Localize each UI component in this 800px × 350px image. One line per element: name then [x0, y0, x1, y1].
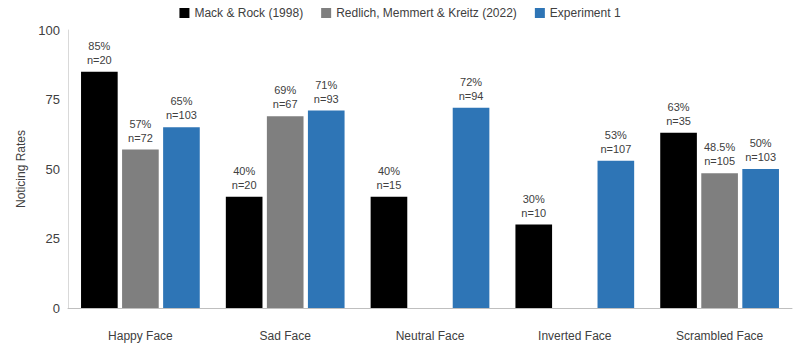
- svg-text:25: 25: [46, 231, 60, 246]
- svg-text:n=93: n=93: [314, 93, 339, 105]
- svg-text:n=105: n=105: [704, 155, 735, 167]
- svg-text:50: 50: [46, 162, 60, 177]
- svg-text:n=35: n=35: [666, 115, 691, 127]
- svg-text:100: 100: [38, 23, 60, 38]
- svg-text:n=15: n=15: [377, 179, 402, 191]
- svg-text:30%: 30%: [523, 193, 545, 205]
- svg-text:40%: 40%: [378, 165, 400, 177]
- svg-text:n=20: n=20: [87, 54, 112, 66]
- svg-text:Sad Face: Sad Face: [260, 329, 312, 343]
- svg-text:Experiment 1: Experiment 1: [550, 6, 621, 20]
- svg-text:72%: 72%: [460, 76, 482, 88]
- svg-text:n=10: n=10: [521, 207, 546, 219]
- svg-text:n=103: n=103: [745, 151, 776, 163]
- svg-text:Happy Face: Happy Face: [108, 329, 173, 343]
- svg-text:n=67: n=67: [273, 98, 298, 110]
- svg-text:n=107: n=107: [600, 143, 631, 155]
- svg-text:65%: 65%: [170, 95, 192, 107]
- svg-text:53%: 53%: [605, 129, 627, 141]
- svg-text:Neutral Face: Neutral Face: [396, 329, 465, 343]
- svg-text:Mack & Rock (1998): Mack & Rock (1998): [194, 6, 303, 20]
- svg-text:n=20: n=20: [232, 179, 257, 191]
- svg-text:50%: 50%: [750, 137, 772, 149]
- svg-text:0: 0: [53, 301, 60, 316]
- svg-text:n=72: n=72: [128, 132, 153, 144]
- svg-text:40%: 40%: [233, 165, 255, 177]
- svg-text:n=103: n=103: [166, 109, 197, 121]
- svg-text:69%: 69%: [274, 84, 296, 96]
- svg-text:48.5%: 48.5%: [704, 141, 735, 153]
- svg-text:Scrambled Face: Scrambled Face: [676, 329, 764, 343]
- svg-text:57%: 57%: [129, 118, 151, 130]
- svg-text:Noticing Rates: Noticing Rates: [14, 130, 28, 208]
- svg-text:71%: 71%: [315, 79, 337, 91]
- svg-text:85%: 85%: [88, 40, 110, 52]
- svg-text:Redlich, Memmert & Kreitz (202: Redlich, Memmert & Kreitz (2022): [336, 6, 517, 20]
- svg-text:Inverted Face: Inverted Face: [538, 329, 612, 343]
- svg-text:n=94: n=94: [459, 90, 484, 102]
- svg-text:63%: 63%: [668, 101, 690, 113]
- svg-text:75: 75: [46, 92, 60, 107]
